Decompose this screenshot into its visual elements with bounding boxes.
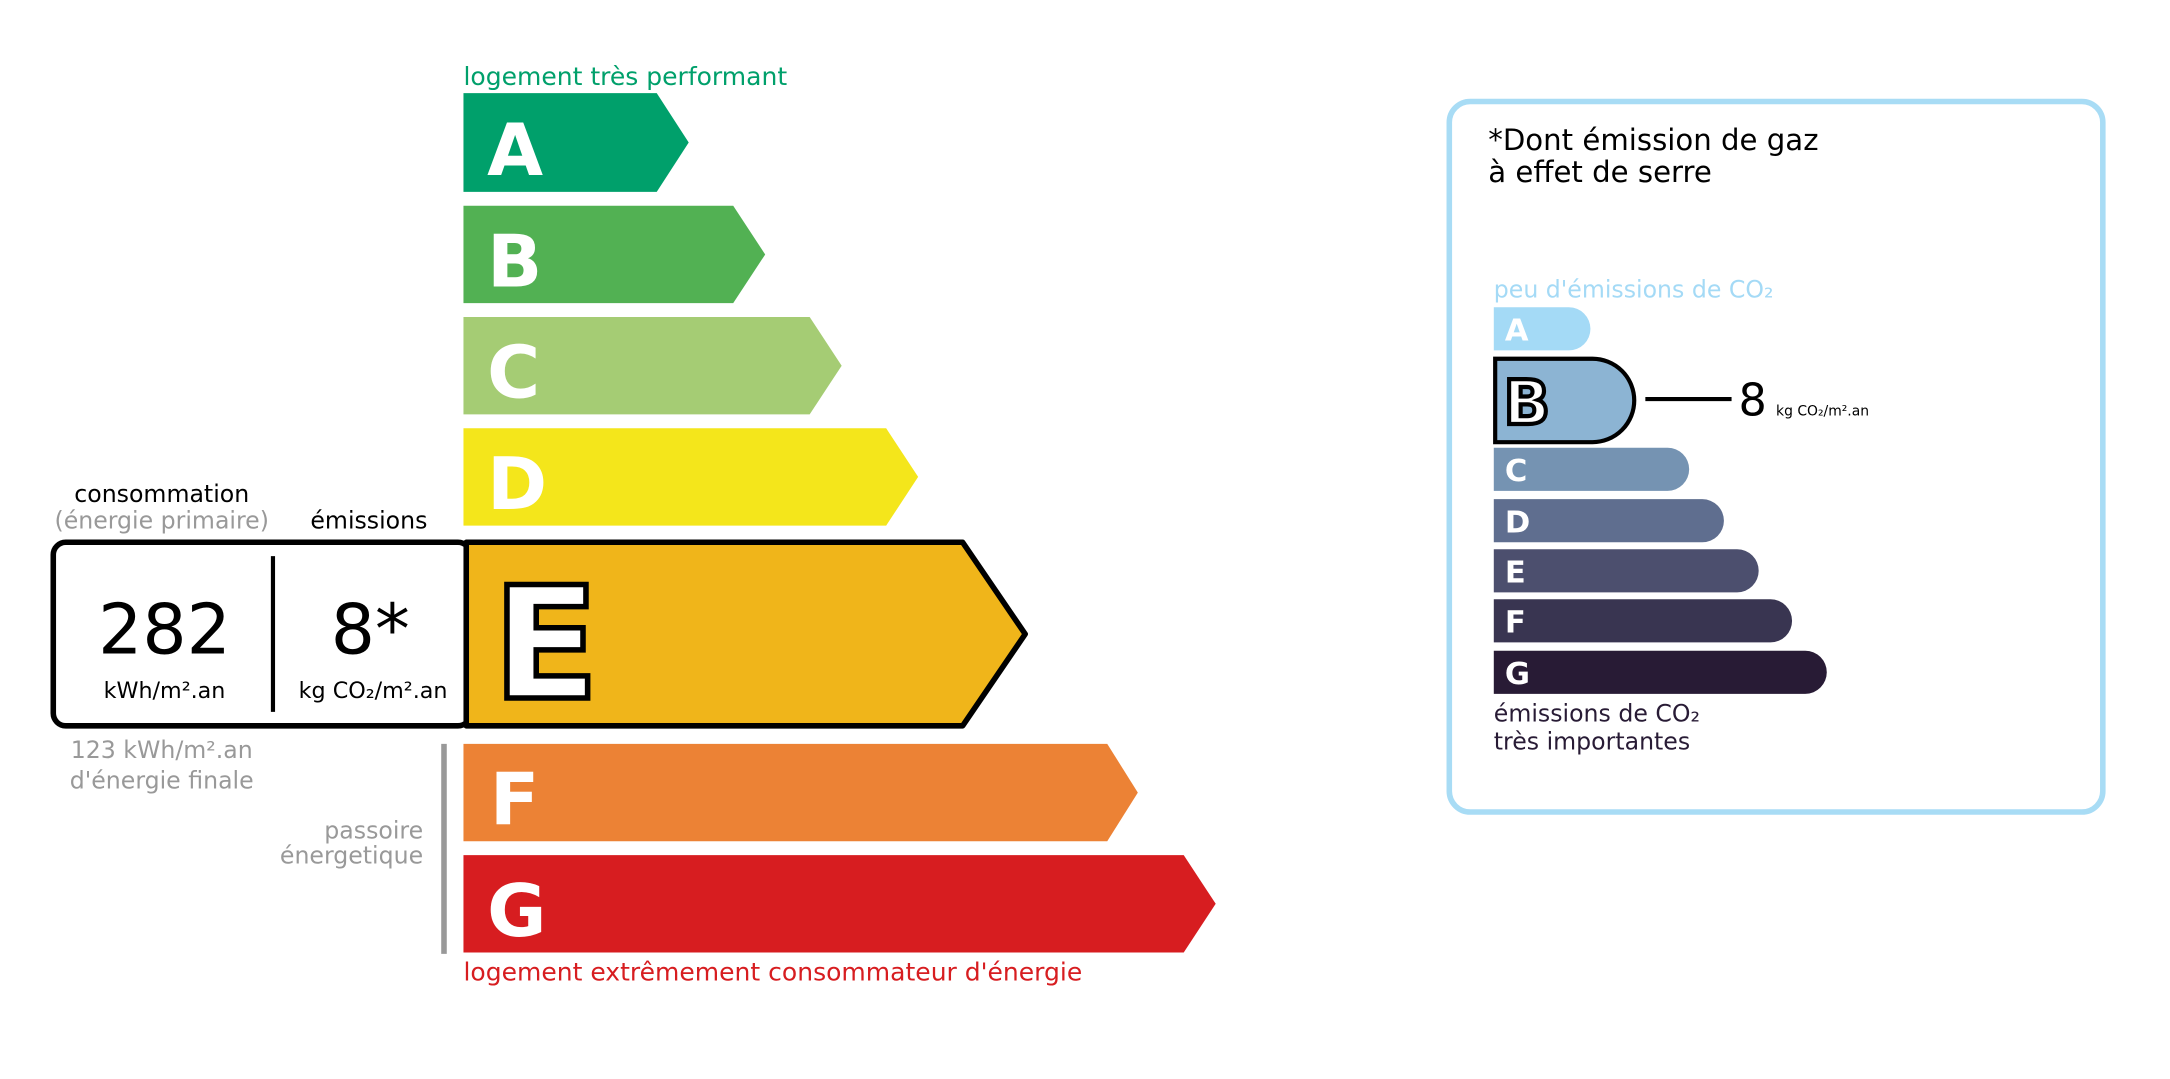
energy-bar-f: [463, 743, 1138, 842]
ges-letter-f: F: [1505, 606, 1526, 641]
ges-bar-b-current: [1493, 356, 1637, 445]
energy-bar-d: [463, 428, 919, 526]
consumption-unit: kWh/m².an: [104, 678, 226, 704]
energy-bar-g: [463, 855, 1216, 953]
ges-bar-g: [1493, 650, 1827, 694]
ges-letter-b: B: [1504, 368, 1551, 439]
ges-bottom-label-2: très importantes: [1494, 727, 1690, 755]
energy-letter-a: A: [487, 109, 543, 193]
consumption-sublabel: (énergie primaire): [55, 506, 269, 534]
emissions-value: 8*: [331, 590, 410, 671]
ges-top-label: peu d'émissions de CO₂: [1494, 276, 1774, 304]
ges-title-2: à effet de serre: [1488, 155, 1712, 189]
ges-bar-f: [1493, 599, 1793, 643]
ges-bar-e: [1493, 549, 1759, 593]
energy-bar-a: [463, 93, 689, 192]
passoire-label: passoire: [324, 816, 423, 844]
final-energy-label: d'énergie finale: [70, 766, 254, 794]
energy-letter-c: C: [487, 332, 540, 416]
final-energy-value: 123 kWh/m².an: [71, 736, 253, 764]
ges-value: 8: [1739, 376, 1767, 427]
ges-letter-c: C: [1505, 454, 1527, 489]
energy-letter-e: E: [493, 553, 599, 735]
consumption-label: consommation: [74, 480, 249, 508]
energy-bar-c: [463, 317, 842, 415]
top-label: logement très performant: [463, 62, 787, 91]
energy-bar-b: [463, 205, 766, 304]
ges-bottom-label: émissions de CO₂: [1494, 700, 1700, 728]
ges-bar-c: [1493, 447, 1690, 491]
ges-letter-d: D: [1505, 506, 1530, 541]
ges-letter-a: A: [1505, 314, 1529, 349]
ges-letter-g: G: [1505, 657, 1530, 692]
ges-title: *Dont émission de gaz: [1488, 123, 1818, 157]
consumption-value: 282: [98, 590, 231, 671]
ges-bar-a: [1493, 307, 1591, 351]
bottom-label: logement extrêmement consommateur d'éner…: [463, 957, 1082, 986]
energy-letter-b: B: [487, 220, 542, 304]
energy-bar-e-current: [463, 539, 1028, 729]
energy-letter-d: D: [487, 443, 547, 527]
emissions-label: émissions: [310, 506, 427, 534]
ges-letter-e: E: [1505, 556, 1526, 591]
emissions-unit: kg CO₂/m².an: [299, 678, 448, 704]
energy-letter-g: G: [487, 870, 546, 954]
ges-unit: kg CO₂/m².an: [1776, 404, 1869, 420]
energy-letter-f: F: [490, 759, 539, 843]
passoire-label-2: énergetique: [280, 841, 423, 869]
ges-bar-d: [1493, 499, 1724, 543]
